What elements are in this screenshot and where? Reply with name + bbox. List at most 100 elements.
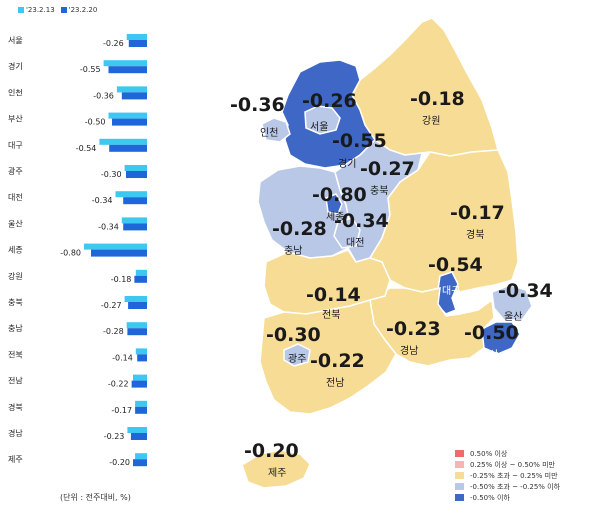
- bar-curr: [135, 406, 147, 414]
- bar-curr: [128, 302, 147, 309]
- region-jeonnam: [259, 299, 397, 415]
- bar-prev: [135, 453, 147, 460]
- legend-label: -0.50% 초과 ~ -0.25% 이하: [470, 482, 561, 491]
- legend-label: -0.25% 초과 ~ 0.25% 미만: [470, 471, 558, 480]
- map-value-chungbuk: -0.27: [360, 158, 415, 180]
- map-name-gangwon: 강원: [422, 116, 441, 127]
- bar-value-label: -0.50: [85, 118, 106, 127]
- bar-prev: [115, 191, 147, 198]
- map-name-daejeon: 대전: [346, 238, 365, 249]
- bar-curr: [127, 328, 147, 336]
- bar-prev: [124, 296, 147, 302]
- legend-curr: '23.2.20: [60, 6, 97, 14]
- map-name-jeonbuk: 전북: [322, 310, 341, 321]
- bar-value-label: -0.27: [101, 301, 122, 310]
- weekly-change-bar-chart: '23.2.13 '23.2.20 서울 -0.26 경기 -0.55 인천 -0.36 부…: [0, 0, 160, 516]
- bar-curr: [123, 197, 147, 205]
- map-value-gyeongnam: -0.23: [386, 318, 441, 340]
- bar-value-label: -0.80: [60, 249, 81, 258]
- bar-curr: [109, 144, 147, 152]
- bar-region-label: 전북: [8, 349, 23, 359]
- bar-value-label: -0.17: [111, 406, 132, 415]
- bar-curr: [126, 171, 147, 178]
- bar-legend: '23.2.13 '23.2.20: [18, 6, 97, 14]
- region-sejong: [325, 193, 343, 215]
- bar-region-label: 인천: [8, 87, 23, 97]
- bar-prev: [133, 374, 147, 381]
- bar-region-label: 광주: [8, 166, 23, 176]
- map-value-busan: -0.50: [464, 322, 519, 344]
- legend-label: 0.50% 이상: [470, 449, 508, 458]
- bar-value-label: -0.26: [103, 39, 124, 48]
- region-gyeongnam: [369, 287, 495, 367]
- map-value-jeju: -0.20: [244, 440, 299, 462]
- bar-prev: [135, 269, 147, 276]
- bar-value-label: -0.23: [104, 432, 125, 441]
- bar-value-label: -0.14: [112, 353, 133, 362]
- map-name-gyeonggi: 경기: [338, 159, 357, 170]
- legend-swatch: [455, 483, 464, 490]
- map-name-incheon: 인천: [260, 128, 279, 139]
- unit-note: (단위 : 전주대비, %): [60, 493, 131, 502]
- map-value-gangwon: -0.18: [410, 88, 465, 110]
- map-svg: [241, 17, 533, 489]
- map-name-daegu: 대구: [442, 286, 461, 297]
- legend-row: -0.25% 초과 ~ 0.25% 미만: [455, 470, 560, 481]
- map-value-gwangju: -0.30: [266, 324, 321, 346]
- legend-swatch: [455, 494, 464, 501]
- bar-prev: [124, 165, 147, 171]
- korea-map: -0.36 인천 -0.26 서울 -0.55 경기 -0.18 강원 -0.2…: [160, 0, 600, 516]
- map-name-jeonnam: 전남: [326, 378, 345, 389]
- bar-region-label: 충남: [8, 324, 23, 333]
- map-name-sejong: 세종: [326, 212, 345, 223]
- map-name-gyeongbuk: 경북: [466, 230, 485, 241]
- legend-prev-swatch: [18, 7, 24, 13]
- region-busan: [479, 321, 521, 355]
- bar-region-label: 경남: [8, 428, 23, 438]
- bar-curr: [130, 433, 147, 440]
- map-value-daegu: -0.54: [428, 254, 483, 276]
- bar-prev: [84, 243, 147, 250]
- legend-swatch: [455, 450, 464, 457]
- map-name-chungnam: 충남: [284, 246, 303, 257]
- map-value-gyeonggi: -0.55: [332, 130, 387, 152]
- region-ulsan: [491, 284, 533, 321]
- bar-value-label: -0.55: [80, 65, 101, 74]
- bar-curr: [91, 249, 147, 257]
- map-name-jeju: 제주: [268, 468, 287, 479]
- bar-curr: [121, 92, 147, 100]
- map-name-chungbuk: 충북: [370, 186, 389, 197]
- bar-value-label: -0.34: [98, 222, 119, 231]
- bar-region-label: 세종: [8, 246, 23, 255]
- map-name-ulsan: 울산: [504, 312, 523, 323]
- legend-row: -0.50% 초과 ~ -0.25% 이하: [455, 481, 560, 492]
- bar-prev: [126, 322, 147, 329]
- map-name-gwangju: 광주: [288, 354, 307, 365]
- legend-label: 0.25% 이상 ~ 0.50% 미만: [470, 460, 556, 469]
- bar-value-label: -0.22: [108, 380, 129, 389]
- legend-prev: '23.2.13: [18, 6, 55, 14]
- bar-curr: [137, 354, 147, 362]
- map-value-gyeongbuk: -0.17: [450, 202, 505, 224]
- bar-region-label: 경기: [8, 61, 23, 71]
- map-value-jeonnam: -0.22: [310, 350, 365, 372]
- bar-curr: [133, 459, 147, 467]
- region-gwangju: [283, 343, 311, 367]
- bar-region-label: 강원: [8, 271, 23, 281]
- bar-curr: [128, 40, 147, 47]
- bar-region-label: 충북: [8, 298, 23, 307]
- map-name-gyeongnam: 경남: [400, 346, 419, 357]
- region-jeju: [241, 449, 311, 489]
- bar-value-label: -0.36: [93, 91, 114, 100]
- map-value-ulsan: -0.34: [498, 280, 553, 302]
- bar-value-label: -0.54: [76, 144, 97, 153]
- map-name-busan: 부산: [480, 350, 499, 361]
- bar-prev: [108, 112, 147, 119]
- legend-label: -0.50% 이하: [470, 493, 510, 502]
- bar-prev: [116, 86, 147, 93]
- bar-region-label: 경북: [8, 402, 23, 412]
- map-legend: 0.50% 이상 0.25% 이상 ~ 0.50% 미만 -0.25% 초과 ~…: [455, 448, 560, 503]
- bar-prev: [121, 217, 147, 224]
- bar-value-label: -0.18: [111, 275, 132, 284]
- bar-value-label: -0.20: [109, 458, 130, 467]
